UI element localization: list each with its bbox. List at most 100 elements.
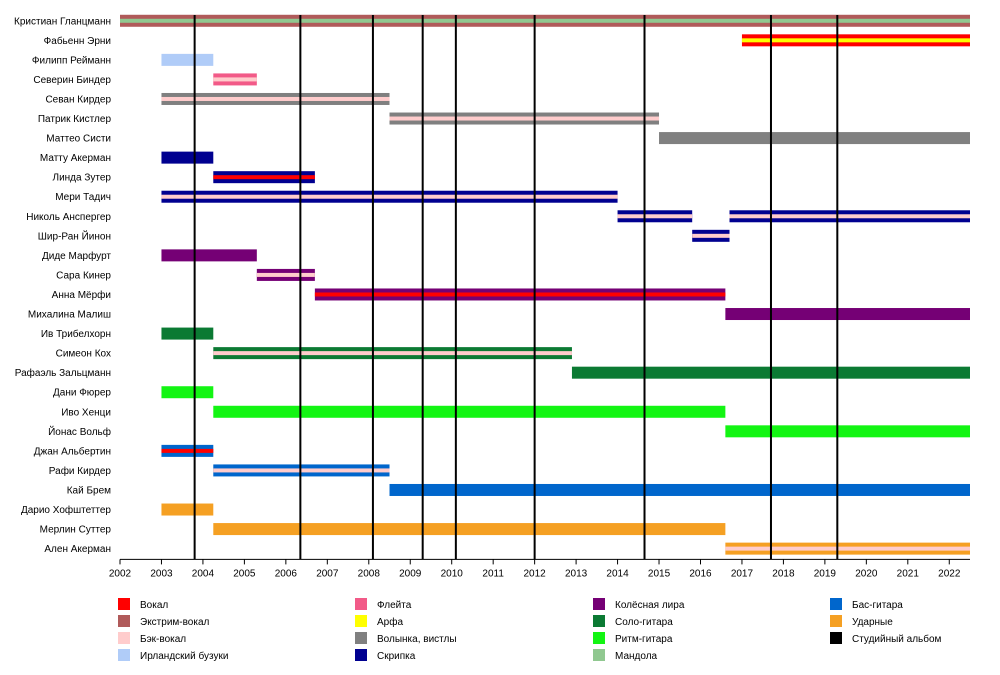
member-label: Севан Кирдер	[45, 94, 111, 105]
legend-label: Студийный альбом	[852, 633, 942, 645]
member-bar	[213, 405, 726, 418]
member-bar	[659, 132, 970, 145]
member-label: Кристиан Гланцманн	[14, 16, 111, 27]
legend-swatch	[593, 615, 605, 627]
legend-label: Бас-гитара	[852, 600, 903, 611]
legend-swatch	[830, 615, 842, 627]
member-bar-stripe	[161, 194, 618, 199]
member-label: Маттео Систи	[46, 134, 111, 145]
member-bar	[161, 151, 214, 164]
member-bars	[120, 14, 970, 555]
member-label: Николь Анспергер	[26, 212, 111, 223]
legend-label: Бэк-вокал	[140, 634, 186, 645]
legend-label: Вокал	[140, 600, 168, 611]
member-bar	[389, 483, 970, 496]
member-label: Ален Акерман	[44, 544, 111, 555]
x-tick-label: 2012	[524, 568, 547, 579]
member-label: Филипп Рейманн	[32, 55, 111, 66]
member-label: Северин Биндер	[33, 75, 111, 86]
legend-swatch	[118, 598, 130, 610]
legend-swatch	[593, 632, 605, 644]
legend-label: Экстрим-вокал	[140, 617, 210, 628]
member-bar	[725, 308, 970, 321]
member-bar-stripe	[692, 233, 730, 238]
legend-swatch	[355, 632, 367, 644]
x-tick-label: 2002	[109, 568, 132, 579]
member-label: Михалина Малиш	[28, 310, 111, 321]
member-bar-stripe	[389, 116, 660, 121]
member-label: Фабьенн Эрни	[44, 35, 111, 47]
legend-swatch	[118, 649, 130, 661]
legend-swatch	[355, 615, 367, 627]
member-label: Анна Мёрфи	[52, 289, 111, 301]
member-labels: Кристиан Гланцманн Фабьенн Эрни Филипп Рей…	[14, 16, 111, 555]
x-tick-label: 2008	[358, 568, 381, 579]
x-axis: 2002 2003 2004 2005 2006 2007 2008 2009 2010 2011…	[109, 558, 970, 579]
member-bar-stripe	[213, 351, 572, 356]
x-tick-label: 2007	[316, 568, 339, 579]
legend-swatch	[118, 615, 130, 627]
member-bar-stripe	[120, 18, 970, 23]
member-bar	[161, 249, 257, 262]
member-label: Линда Зутер	[53, 173, 112, 184]
x-tick-label: 2003	[150, 568, 173, 579]
x-tick-label: 2019	[814, 568, 837, 579]
member-label: Дарио Хофштеттер	[21, 504, 111, 516]
legend-label: Ритм-гитара	[615, 634, 673, 645]
x-tick-label: 2018	[772, 568, 795, 579]
x-tick-label: 2022	[938, 568, 961, 579]
legend-swatch	[593, 598, 605, 610]
legend-label: Ирландский бузуки	[140, 650, 228, 662]
x-tick-label: 2009	[399, 568, 422, 579]
legend-label: Арфа	[377, 616, 403, 628]
member-bar-stripe	[161, 96, 390, 101]
legend-label: Колёсная лира	[615, 600, 685, 611]
member-label: Матту Акерман	[40, 153, 111, 164]
member-label: Сара Кинер	[56, 270, 111, 281]
member-bar-stripe	[213, 77, 257, 82]
x-tick-label: 2005	[233, 568, 256, 579]
member-bar-stripe	[213, 468, 390, 473]
member-label: Йонас Вольф	[48, 425, 111, 438]
member-label: Патрик Кистлер	[38, 114, 112, 125]
member-bar	[161, 53, 214, 66]
legend-swatch	[355, 598, 367, 610]
x-tick-label: 2016	[689, 568, 712, 579]
legend-label: Мандола	[615, 651, 658, 662]
x-tick-label: 2021	[897, 568, 920, 579]
x-tick-label: 2011	[482, 568, 504, 579]
member-bar-stripe	[314, 292, 726, 297]
member-bar	[725, 425, 970, 438]
member-bar-stripe	[617, 214, 693, 219]
member-label: Мерлин Суттер	[40, 525, 112, 536]
member-label: Кай Брем	[67, 485, 111, 496]
member-bar-stripe	[725, 546, 970, 551]
x-tick-label: 2020	[855, 568, 878, 579]
member-bar-stripe	[729, 214, 970, 219]
legend-swatch	[830, 632, 842, 644]
member-label: Иво Хенци	[61, 407, 111, 418]
member-label: Дани Фюрер	[53, 388, 111, 399]
member-bar	[161, 503, 214, 516]
member-bar-stripe	[741, 38, 970, 43]
member-label: Симеон Кох	[56, 349, 111, 360]
legend-label: Ударные	[852, 617, 893, 628]
legend-label: Флейта	[377, 600, 412, 611]
member-label: Диде Марфурт	[42, 250, 111, 262]
member-bar-stripe	[256, 272, 315, 277]
x-tick-label: 2017	[731, 568, 754, 579]
legend-swatch	[830, 598, 842, 610]
member-bar	[161, 386, 214, 399]
legend-label: Волынка, вистлы	[377, 634, 457, 645]
member-label: Джан Альбертин	[34, 445, 111, 457]
member-label: Шир-Ран Йинон	[38, 229, 111, 242]
x-tick-label: 2010	[441, 568, 464, 579]
member-bar	[161, 327, 214, 340]
member-label: Мери Тадич	[55, 192, 111, 203]
member-label: Рафаэль Зальцманн	[15, 367, 111, 379]
legend: Вокал Экстрим-вокал Бэк-вокал Ирландский бу…	[118, 598, 942, 662]
studio-album-lines	[193, 15, 839, 560]
x-tick-label: 2015	[648, 568, 671, 579]
x-tick-label: 2014	[606, 568, 629, 579]
member-bar-stripe	[161, 448, 214, 453]
